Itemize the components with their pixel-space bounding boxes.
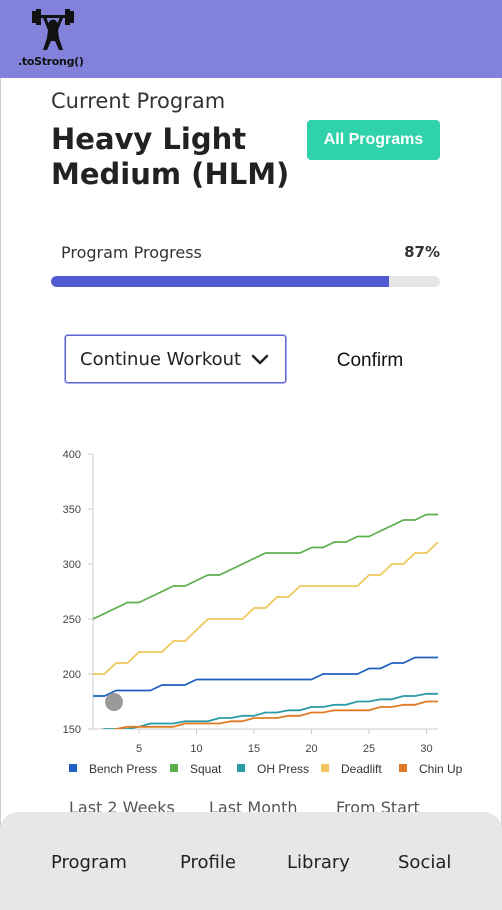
legend-swatch [69, 764, 77, 772]
series-line-oh-press [101, 692, 438, 729]
y-tick-label: 350 [63, 504, 81, 516]
legend-swatch [399, 764, 407, 772]
bottom-navigation: Program Profile Library Social [0, 812, 502, 910]
all-programs-button[interactable]: All Programs [307, 120, 440, 160]
nav-item-profile[interactable]: Profile [180, 852, 236, 873]
legend-swatch [237, 764, 245, 772]
legend-label: Bench Press [89, 762, 157, 776]
series-line-bench-press [93, 656, 438, 697]
x-tick-label: 5 [136, 743, 142, 755]
x-tick-label: 15 [248, 743, 260, 755]
y-tick-label: 250 [63, 614, 81, 626]
x-tick-label: 30 [420, 743, 432, 755]
legend-swatch [170, 764, 178, 772]
lift-progress-chart: 150 200 250 300 350 400 5 10 15 20 25 30 Bench Press… [50, 440, 470, 785]
legend-label: Squat [190, 762, 222, 776]
legend-label: OH Press [257, 762, 309, 776]
y-tick-label: 400 [63, 449, 81, 461]
x-tick-label: 25 [363, 743, 375, 755]
logo-text: .toStrong() [18, 55, 84, 68]
confirm-button[interactable]: Confirm [320, 345, 420, 377]
legend-label: Deadlift [341, 762, 382, 776]
current-program-label: Current Program [51, 89, 226, 113]
app-logo[interactable]: .toStrong() [18, 6, 90, 70]
y-tick-label: 200 [63, 669, 81, 681]
nav-item-program[interactable]: Program [51, 852, 127, 873]
chevron-down-icon [251, 354, 269, 365]
weightlifter-icon [32, 9, 74, 50]
touch-indicator [105, 693, 123, 711]
workout-select[interactable]: Continue Workout [65, 335, 286, 383]
series-line-deadlift [93, 541, 439, 675]
nav-item-library[interactable]: Library [287, 852, 350, 873]
program-title: Heavy Light Medium (HLM) [51, 122, 290, 191]
top-bar: .toStrong() [0, 0, 502, 78]
x-tick-label: 10 [190, 743, 202, 755]
series-line-squat [93, 513, 438, 620]
series-line-chin-up [112, 700, 438, 729]
y-tick-label: 300 [63, 559, 81, 571]
y-tick-label: 150 [63, 724, 81, 736]
legend-swatch [321, 764, 329, 772]
nav-item-social[interactable]: Social [398, 852, 452, 873]
chart-canvas: 150 200 250 300 350 400 5 10 15 20 25 30 Bench Press… [63, 449, 463, 776]
legend-label: Chin Up [419, 762, 463, 776]
progress-label: Program Progress [61, 243, 202, 262]
x-tick-label: 20 [305, 743, 317, 755]
progress-bar-fill [51, 276, 390, 287]
workout-select-value: Continue Workout [80, 349, 242, 370]
progress-bar [51, 276, 440, 287]
progress-value: 87% [404, 243, 440, 261]
